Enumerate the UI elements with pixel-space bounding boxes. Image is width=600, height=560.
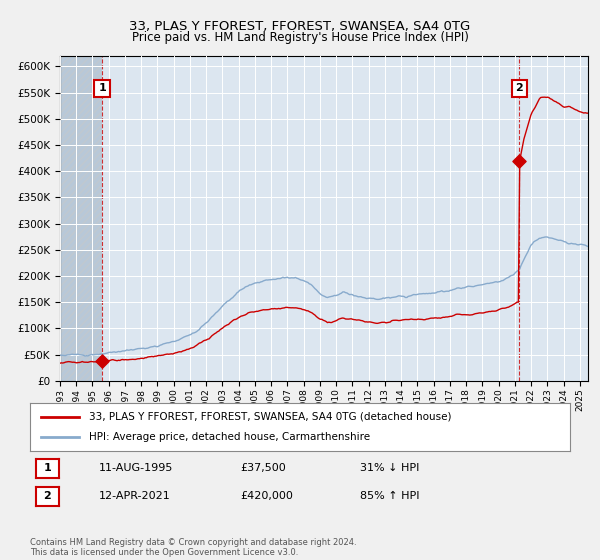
Text: £37,500: £37,500 (240, 463, 286, 473)
Point (515, 156, 524, 165)
Text: HPI: Average price, detached house, Carmarthenshire: HPI: Average price, detached house, Carm… (89, 432, 371, 442)
Text: 33, PLAS Y FFOREST, FFOREST, SWANSEA, SA4 0TG (detached house): 33, PLAS Y FFOREST, FFOREST, SWANSEA, SA… (89, 412, 452, 422)
Text: 33, PLAS Y FFOREST, FFOREST, SWANSEA, SA4 0TG: 33, PLAS Y FFOREST, FFOREST, SWANSEA, SA… (130, 20, 470, 32)
Text: 11-AUG-1995: 11-AUG-1995 (99, 463, 173, 473)
Text: 31% ↓ HPI: 31% ↓ HPI (360, 463, 419, 473)
Text: 85% ↑ HPI: 85% ↑ HPI (360, 491, 419, 501)
Text: 1: 1 (98, 83, 106, 94)
Point (97, 357, 107, 366)
Text: 12-APR-2021: 12-APR-2021 (99, 491, 171, 501)
Text: 2: 2 (44, 492, 51, 501)
Text: £420,000: £420,000 (240, 491, 293, 501)
Text: Contains HM Land Registry data © Crown copyright and database right 2024.
This d: Contains HM Land Registry data © Crown c… (30, 538, 356, 557)
Bar (60, 56, 102, 381)
Text: Price paid vs. HM Land Registry's House Price Index (HPI): Price paid vs. HM Land Registry's House … (131, 31, 469, 44)
Text: 2: 2 (515, 83, 523, 94)
Text: 1: 1 (44, 464, 51, 473)
